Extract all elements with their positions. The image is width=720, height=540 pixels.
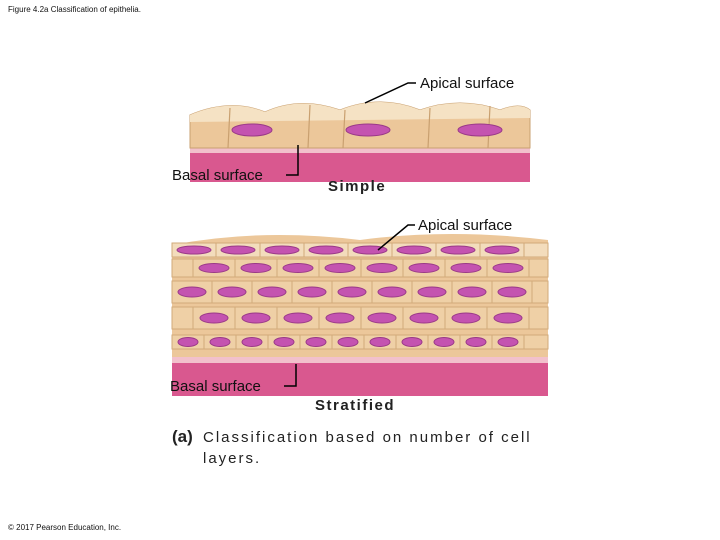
nucleus [497, 286, 527, 298]
nucleus [337, 337, 359, 347]
copyright: © 2017 Pearson Education, Inc. [8, 523, 122, 532]
nuclei [231, 123, 503, 137]
nucleus [264, 245, 300, 255]
cell [531, 280, 549, 304]
simple-epithelium [189, 101, 531, 182]
nucleus [176, 245, 212, 255]
nucleus [492, 263, 524, 273]
nucleus [457, 286, 487, 298]
figure-title: Figure 4.2a Classification of epithelia. [8, 5, 141, 14]
nucleus [324, 263, 356, 273]
nucleus [220, 245, 256, 255]
nucleus [308, 245, 344, 255]
nucleus [337, 286, 367, 298]
nucleus [241, 337, 263, 347]
nucleus [257, 286, 287, 298]
cell [528, 306, 549, 330]
nucleus [396, 245, 432, 255]
nucleus [367, 312, 397, 324]
nucleus [408, 263, 440, 273]
nucleus [199, 312, 229, 324]
nucleus [440, 245, 476, 255]
caption-text: Classification based on number of cell l… [203, 429, 532, 467]
cell [528, 258, 549, 278]
nucleus [273, 337, 295, 347]
simple-label: Simple [328, 178, 387, 195]
apical-label: Apical surface [418, 217, 513, 234]
nucleus [450, 263, 482, 273]
nucleus [282, 263, 314, 273]
caption-letter: (a) [172, 427, 193, 446]
nucleus [409, 312, 439, 324]
nucleus [401, 337, 423, 347]
nucleus [484, 245, 520, 255]
nucleus [369, 337, 391, 347]
nucleus [241, 312, 271, 324]
nucleus [217, 286, 247, 298]
nucleus [177, 337, 199, 347]
cell [523, 242, 549, 258]
cell [523, 334, 549, 350]
basement-membrane [172, 355, 548, 363]
nucleus [325, 312, 355, 324]
stratified-epithelium [171, 234, 549, 396]
nucleus [465, 337, 487, 347]
basal-label: Basal surface [172, 167, 263, 184]
nucleus [352, 245, 388, 255]
cell [171, 306, 194, 330]
nucleus [177, 286, 207, 298]
leader-lines [284, 82, 416, 387]
nucleus [497, 337, 519, 347]
nucleus [209, 337, 231, 347]
leader-line [377, 224, 415, 251]
nucleus [451, 312, 481, 324]
cell [171, 258, 194, 278]
bracket-line [284, 364, 297, 387]
nucleus [297, 286, 327, 298]
stratified-label: Stratified [315, 397, 396, 414]
basement-tissue [190, 150, 530, 182]
apical-label: Apical surface [420, 75, 515, 92]
leader-line [364, 82, 416, 104]
nucleus [417, 286, 447, 298]
nucleus [305, 337, 327, 347]
nucleus [433, 337, 455, 347]
basement-tissue [172, 360, 548, 396]
basal-label: Basal surface [170, 378, 261, 395]
nucleus [366, 263, 398, 273]
nucleus [283, 312, 313, 324]
nucleus [198, 263, 230, 273]
nucleus [240, 263, 272, 273]
basement-membrane [190, 145, 530, 153]
nucleus [493, 312, 523, 324]
bracket-line [286, 145, 299, 176]
apical-layer [190, 102, 530, 122]
nucleus [377, 286, 407, 298]
